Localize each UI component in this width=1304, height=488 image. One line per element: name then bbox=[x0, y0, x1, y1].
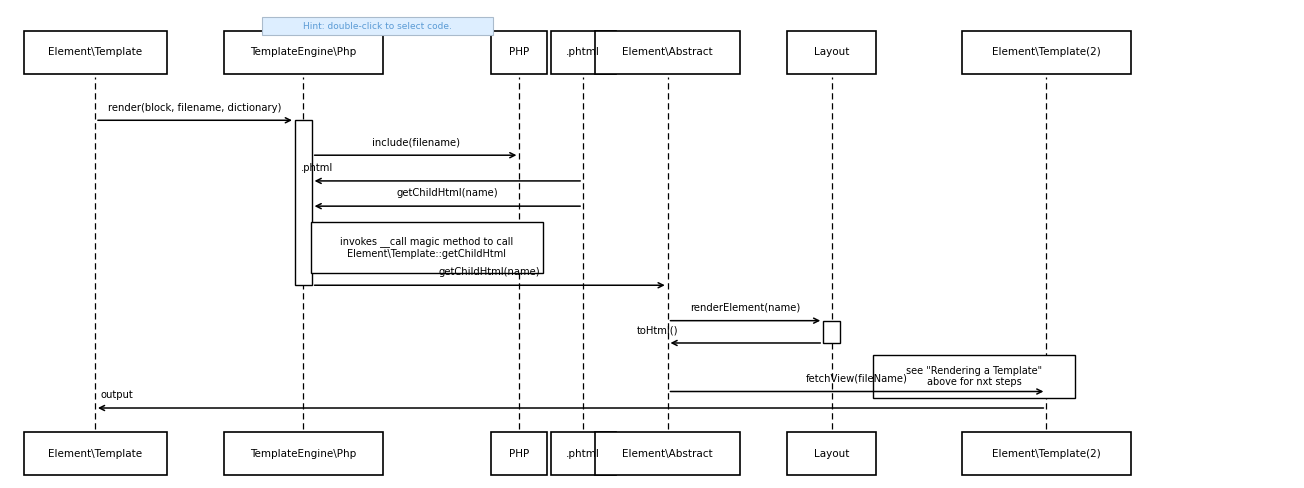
Text: Element\Template(2): Element\Template(2) bbox=[992, 448, 1101, 459]
FancyBboxPatch shape bbox=[874, 355, 1074, 398]
FancyBboxPatch shape bbox=[492, 432, 548, 475]
Text: Element\Template: Element\Template bbox=[48, 448, 142, 459]
Text: invokes __call magic method to call
Element\Template::getChildHtml: invokes __call magic method to call Elem… bbox=[340, 236, 514, 259]
Text: renderElement(name): renderElement(name) bbox=[690, 303, 801, 313]
Text: Layout: Layout bbox=[814, 47, 849, 57]
FancyBboxPatch shape bbox=[823, 321, 840, 343]
FancyBboxPatch shape bbox=[492, 31, 548, 74]
Text: .phtml: .phtml bbox=[566, 448, 600, 459]
Text: .phtml: .phtml bbox=[566, 47, 600, 57]
FancyBboxPatch shape bbox=[23, 31, 167, 74]
FancyBboxPatch shape bbox=[961, 432, 1131, 475]
Text: .phtml: .phtml bbox=[301, 163, 334, 173]
Text: Element\Template(2): Element\Template(2) bbox=[992, 47, 1101, 57]
FancyBboxPatch shape bbox=[295, 120, 312, 285]
FancyBboxPatch shape bbox=[595, 432, 741, 475]
Text: Element\Abstract: Element\Abstract bbox=[622, 448, 713, 459]
FancyBboxPatch shape bbox=[262, 17, 493, 35]
Text: render(block, filename, dictionary): render(block, filename, dictionary) bbox=[108, 102, 282, 113]
Text: TemplateEngine\Php: TemplateEngine\Php bbox=[250, 448, 356, 459]
Text: Hint: double-click to select code.: Hint: double-click to select code. bbox=[303, 21, 452, 31]
Text: include(filename): include(filename) bbox=[372, 138, 459, 147]
FancyBboxPatch shape bbox=[595, 31, 741, 74]
Text: Element\Abstract: Element\Abstract bbox=[622, 47, 713, 57]
Text: Layout: Layout bbox=[814, 448, 849, 459]
Text: toHtml(): toHtml() bbox=[636, 325, 678, 335]
FancyBboxPatch shape bbox=[224, 31, 382, 74]
FancyBboxPatch shape bbox=[550, 31, 615, 74]
Text: fetchView(fileName): fetchView(fileName) bbox=[806, 374, 908, 384]
Text: TemplateEngine\Php: TemplateEngine\Php bbox=[250, 47, 356, 57]
Text: Element\Template: Element\Template bbox=[48, 47, 142, 57]
Text: getChildHtml(name): getChildHtml(name) bbox=[439, 267, 540, 278]
Text: see "Rendering a Template"
above for nxt steps: see "Rendering a Template" above for nxt… bbox=[906, 366, 1042, 387]
FancyBboxPatch shape bbox=[550, 432, 615, 475]
FancyBboxPatch shape bbox=[312, 222, 542, 273]
Text: output: output bbox=[100, 390, 133, 400]
FancyBboxPatch shape bbox=[224, 432, 382, 475]
Text: PHP: PHP bbox=[509, 448, 529, 459]
Text: getChildHtml(name): getChildHtml(name) bbox=[396, 188, 498, 199]
FancyBboxPatch shape bbox=[961, 31, 1131, 74]
FancyBboxPatch shape bbox=[788, 31, 876, 74]
FancyBboxPatch shape bbox=[23, 432, 167, 475]
Text: PHP: PHP bbox=[509, 47, 529, 57]
FancyBboxPatch shape bbox=[788, 432, 876, 475]
